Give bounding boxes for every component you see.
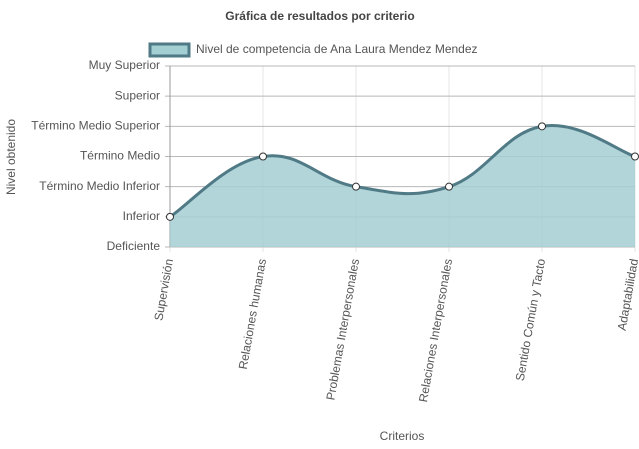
legend-label: Nivel de competencia de Ana Laura Mendez… bbox=[196, 42, 478, 56]
x-tick-label: Supervisión bbox=[151, 258, 176, 322]
y-tick-label: Término Medio Superior bbox=[31, 119, 160, 133]
x-tick-label: Relaciones Interpersonales bbox=[416, 258, 455, 404]
area-fill bbox=[170, 125, 635, 247]
x-tick-label: Sentido Común y Tacto bbox=[513, 257, 548, 382]
point bbox=[259, 152, 267, 161]
y-tick-label: Término Medio bbox=[80, 149, 160, 163]
legend-swatch bbox=[148, 42, 191, 58]
point bbox=[166, 212, 174, 221]
chart-title: Gráfica de resultados por criterio bbox=[225, 9, 414, 23]
y-axis-title: Nivel obtenido bbox=[4, 119, 18, 195]
point bbox=[352, 182, 360, 191]
y-tick-label: Término Medio Inferior bbox=[39, 179, 160, 193]
x-tick-label: Relaciones humanas bbox=[236, 258, 269, 371]
y-tick-label: Muy Superior bbox=[89, 58, 160, 72]
point bbox=[538, 122, 546, 131]
x-axis-title: Criterios bbox=[380, 429, 425, 443]
y-tick-label: Inferior bbox=[123, 209, 160, 223]
point bbox=[631, 152, 639, 161]
point bbox=[445, 182, 453, 191]
line bbox=[169, 124, 636, 219]
x-tick-label: Problemas Interpersonales bbox=[323, 258, 362, 402]
y-tick-label: Deficiente bbox=[107, 239, 161, 253]
y-tick-label: Superior bbox=[115, 88, 160, 102]
x-tick-label: Adaptabilidad bbox=[615, 258, 639, 332]
